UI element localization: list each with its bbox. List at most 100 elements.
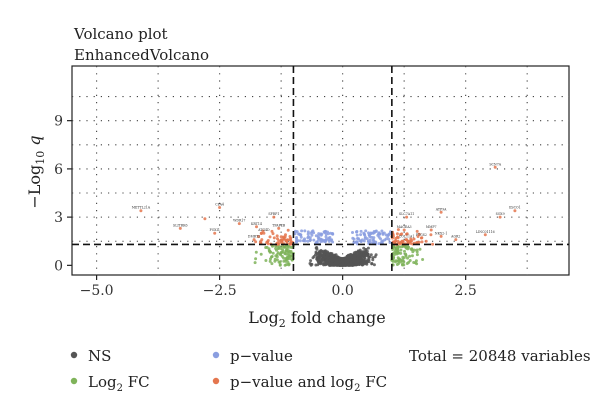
point-ns (362, 253, 366, 257)
point-labeled-gene (454, 238, 458, 242)
point-ns (366, 246, 370, 250)
point-labeled-gene (213, 231, 217, 235)
point-ns (322, 252, 326, 256)
point-pvalue (327, 239, 331, 243)
point-pvalue (374, 229, 378, 233)
point-pvalue-log2fc (266, 242, 270, 246)
point-ns (314, 263, 318, 267)
point-pvalue (319, 233, 323, 237)
point-pvalue-log2fc (429, 233, 433, 237)
point-labeled-gene (429, 228, 433, 232)
point-log2fc (396, 249, 400, 253)
data-points (139, 165, 517, 267)
point-pvalue-log2fc (288, 238, 292, 242)
point-log2fc (287, 262, 291, 266)
point-log2fc (410, 254, 414, 258)
legend-fc-label: Log2 FC (88, 373, 150, 394)
point-ns (370, 262, 374, 266)
point-pvalue-log2fc (415, 241, 419, 244)
gene-label: ATG4D (257, 228, 270, 232)
point-log2fc (282, 245, 286, 249)
point-pvalue (371, 238, 375, 242)
point-pvalue (351, 231, 354, 234)
gene-label: SOX9 (496, 212, 505, 216)
point-pvalue (320, 238, 324, 242)
point-ns (314, 253, 317, 257)
point-pvalue (359, 229, 363, 233)
point-ns (349, 260, 353, 264)
point-labeled-gene (513, 209, 517, 213)
point-ns (356, 257, 360, 260)
point-pvalue (371, 231, 375, 235)
point-ns (347, 255, 351, 259)
point-ns (319, 251, 323, 255)
point-ns (367, 255, 371, 259)
point-pvalue (380, 240, 384, 243)
point-log2fc (401, 258, 404, 262)
point-pvalue (355, 240, 359, 244)
point-ns (351, 258, 355, 262)
point-ns (362, 259, 366, 263)
point-labeled-gene (262, 231, 266, 235)
point-log2fc (421, 258, 425, 261)
point-pvalue (355, 233, 359, 237)
point-pvalue (307, 235, 310, 239)
point-ns (343, 263, 347, 267)
point-pvalue (364, 229, 368, 233)
point-labeled-gene (439, 210, 443, 214)
point-pvalue (368, 238, 372, 242)
point-pvalue-log2fc (416, 235, 420, 238)
point-ns (361, 250, 364, 254)
point-ns (317, 261, 321, 265)
point-log2fc (275, 248, 278, 252)
point-log2fc (290, 251, 293, 255)
point-ns (341, 262, 345, 265)
point-log2fc (399, 248, 403, 252)
point-log2fc (285, 246, 289, 250)
point-ns (325, 258, 329, 262)
gene-label: LINC01116 (476, 230, 495, 234)
point-pvalue (295, 236, 298, 239)
gene-label: TFAP2B (272, 223, 286, 227)
point-pvalue-log2fc (396, 228, 400, 232)
point-labeled-gene (139, 209, 143, 213)
y-tick-label: 3 (54, 210, 63, 226)
point-ns (325, 255, 329, 259)
point-log2fc (415, 248, 419, 252)
point-ns (367, 260, 371, 264)
legend: NS Log2 FC p−value p−value and log2 FC T… (70, 347, 591, 394)
point-pvalue-log2fc (254, 240, 258, 244)
legend-ns-label: NS (88, 347, 111, 365)
legend-p-marker (212, 351, 220, 359)
total-caption: Total = 20848 variables (409, 347, 591, 365)
gene-label: SCN7A (489, 162, 501, 166)
point-log2fc (404, 245, 408, 248)
x-tick-label: −2.5 (203, 283, 237, 299)
point-log2fc (259, 252, 263, 256)
point-ns (349, 253, 353, 256)
point-pvalue (363, 237, 367, 240)
point-labeled-gene (218, 206, 222, 209)
point-labeled-gene (203, 217, 207, 221)
point-pvalue-log2fc (412, 237, 416, 241)
point-log2fc (283, 263, 287, 267)
point-pvalue (377, 231, 381, 235)
cutoff-lines (72, 66, 569, 275)
point-labeled-gene (493, 165, 497, 169)
point-labeled-gene (237, 222, 241, 226)
point-pvalue-log2fc (408, 241, 412, 245)
point-log2fc (254, 257, 258, 261)
point-ns (371, 256, 375, 260)
point-ns (372, 263, 376, 267)
point-pvalue-log2fc (417, 240, 421, 244)
point-pvalue-log2fc (396, 236, 400, 240)
point-ns (355, 250, 359, 254)
point-pvalue (300, 229, 304, 233)
point-log2fc (398, 258, 402, 262)
point-ns (314, 250, 318, 254)
point-log2fc (285, 256, 289, 260)
point-pvalue-log2fc (286, 228, 290, 232)
point-ns (374, 253, 378, 257)
point-labeled-gene (405, 238, 409, 242)
point-pvalue-log2fc (415, 229, 419, 233)
